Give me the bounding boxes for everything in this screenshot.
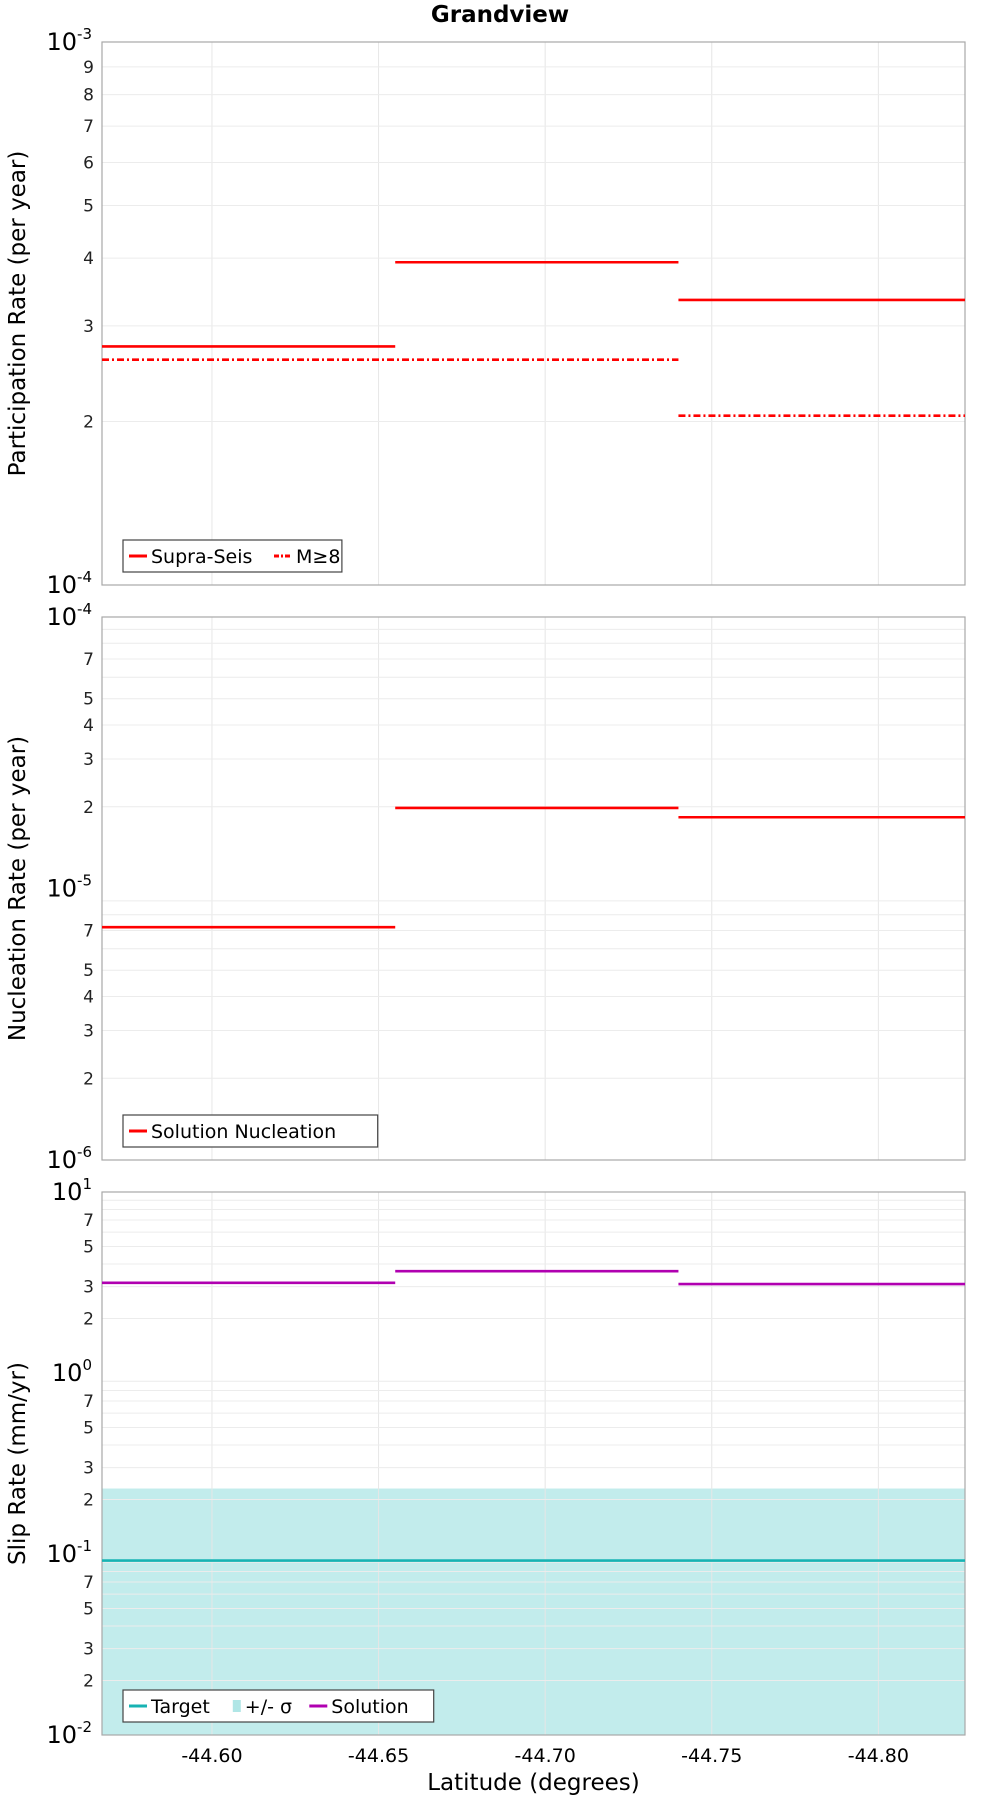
y-tick-label: 5 bbox=[83, 961, 94, 981]
legend-swatch bbox=[232, 1700, 241, 1712]
y-tick-label: 3 bbox=[83, 1640, 94, 1660]
y-tick-label: 2 bbox=[83, 1491, 94, 1511]
y-axis-label: Slip Rate (mm/yr) bbox=[5, 1362, 31, 1565]
plot-frame bbox=[101, 41, 966, 586]
x-tick-label: -44.60 bbox=[181, 1745, 242, 1767]
y-tick-label: 7 bbox=[83, 1392, 94, 1412]
y-tick-label: 10-4 bbox=[46, 568, 92, 599]
legend-box bbox=[122, 1114, 379, 1148]
y-tick-label: 10-6 bbox=[46, 1143, 92, 1174]
y-tick-label: 7 bbox=[83, 650, 94, 670]
y-tick-label: 5 bbox=[83, 196, 94, 216]
y-tick-label: 3 bbox=[83, 1021, 94, 1041]
y-tick-label: 4 bbox=[83, 716, 94, 736]
legend-box bbox=[122, 539, 343, 573]
legend-entry: Solution bbox=[331, 1696, 408, 1718]
y-tick-label: 10-1 bbox=[46, 1537, 92, 1568]
legend-entry: +/- σ bbox=[245, 1696, 292, 1718]
y-tick-label: 2 bbox=[83, 798, 94, 818]
y-tick-label: 4 bbox=[83, 249, 94, 269]
legend-entry: Supra-Seis bbox=[151, 546, 252, 568]
legend-box bbox=[122, 1689, 435, 1723]
y-tick-label: 7 bbox=[83, 1573, 94, 1593]
y-tick-label: 2 bbox=[83, 1672, 94, 1692]
y-tick-label: 9 bbox=[83, 58, 94, 78]
plot-frame bbox=[101, 616, 966, 1161]
y-tick-label: 10-5 bbox=[46, 872, 92, 903]
y-tick-label: 7 bbox=[83, 1211, 94, 1231]
y-tick-label: 3 bbox=[83, 1459, 94, 1479]
y-tick-label: 8 bbox=[83, 86, 94, 106]
legend-entry: Solution Nucleation bbox=[151, 1121, 336, 1143]
x-tick-label: -44.80 bbox=[848, 1745, 909, 1767]
y-tick-label: 101 bbox=[52, 1175, 92, 1206]
chart-title: Grandview bbox=[431, 2, 569, 28]
y-tick-label: 10-3 bbox=[46, 25, 92, 56]
y-tick-label: 7 bbox=[83, 922, 94, 942]
x-tick-label: -44.65 bbox=[348, 1745, 409, 1767]
x-tick-label: -44.70 bbox=[515, 1745, 576, 1767]
y-tick-label: 100 bbox=[52, 1356, 92, 1387]
y-tick-label: 10-4 bbox=[46, 600, 92, 631]
y-tick-label: 5 bbox=[83, 1418, 94, 1438]
y-axis-label: Participation Rate (per year) bbox=[5, 151, 31, 477]
x-tick-label: -44.75 bbox=[681, 1745, 742, 1767]
y-tick-label: 4 bbox=[83, 988, 94, 1008]
y-tick-label: 5 bbox=[83, 690, 94, 710]
y-tick-label: 5 bbox=[83, 1237, 94, 1257]
y-axis-label: Nucleation Rate (per year) bbox=[5, 736, 31, 1041]
x-axis-label: Latitude (degrees) bbox=[427, 1770, 640, 1796]
y-tick-label: 6 bbox=[83, 153, 94, 173]
legend-entry: Target bbox=[150, 1696, 210, 1718]
plot-frame bbox=[101, 1191, 966, 1736]
y-tick-label: 2 bbox=[83, 1069, 94, 1089]
y-tick-label: 5 bbox=[83, 1599, 94, 1619]
y-tick-label: 3 bbox=[83, 750, 94, 770]
y-tick-label: 7 bbox=[83, 117, 94, 137]
y-tick-label: 3 bbox=[83, 317, 94, 337]
y-tick-label: 3 bbox=[83, 1278, 94, 1298]
y-tick-label: 2 bbox=[83, 413, 94, 433]
y-tick-label: 10-2 bbox=[46, 1718, 92, 1749]
y-tick-label: 2 bbox=[83, 1310, 94, 1330]
legend-entry: M≥8 bbox=[296, 546, 340, 568]
